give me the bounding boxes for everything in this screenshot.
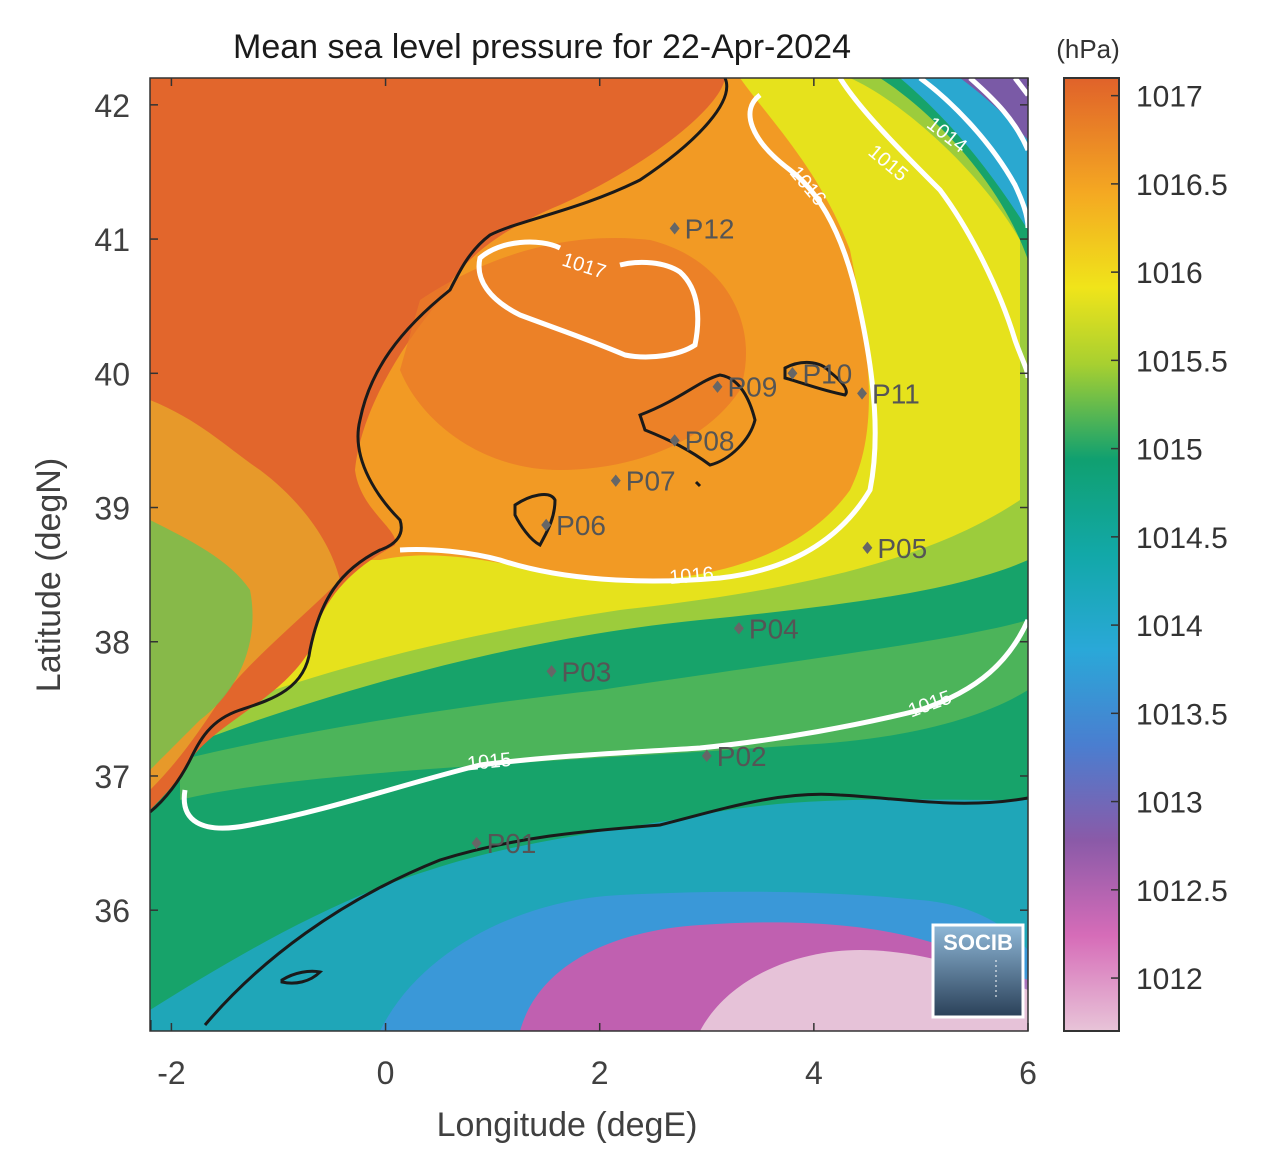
station-marker: [862, 541, 873, 554]
station-marker: [733, 622, 744, 635]
colorbar-tick-label: 1014.5: [1136, 522, 1228, 555]
colorbar-tick-label: 1012.5: [1136, 875, 1228, 908]
station-marker: [701, 749, 712, 763]
contours: [181, 78, 1028, 831]
station-marker: [712, 380, 723, 393]
x-tick-label: 6: [1019, 1055, 1037, 1091]
colorbar-tick-label: 1013.5: [1136, 698, 1228, 731]
field-land-low: [150, 520, 253, 770]
colorbar-tick-label: 1012: [1136, 963, 1203, 996]
colorbar-tick-label: 1013: [1136, 787, 1203, 820]
colorbar-ticks: 1017 1016.5 1016 1015.5 1015 1014.5 1014 1013.5…: [1111, 81, 1228, 996]
coastline-cabrera: [694, 480, 702, 488]
x-tick-label: -2: [157, 1055, 185, 1091]
station-marker: [857, 387, 867, 400]
station-marker: [471, 836, 482, 850]
y-tick-label: 42: [94, 88, 130, 124]
station-p12: P12: [669, 213, 735, 244]
socib-logo: SOCIB: [931, 923, 1025, 1019]
contour-1016: [399, 93, 878, 584]
field-1017: [400, 238, 746, 470]
station-p11: P11: [857, 378, 920, 409]
station-p09: P09: [712, 372, 777, 403]
station-label: P05: [877, 533, 927, 564]
coastline-mallorca: [638, 373, 757, 467]
station-p03: P03: [546, 656, 612, 687]
station-p04: P04: [733, 613, 799, 644]
station-label: P02: [717, 741, 767, 772]
y-tick-label: 40: [94, 356, 130, 392]
colorbar: [1063, 77, 1120, 1032]
x-tick-label: 0: [377, 1055, 395, 1091]
field-ne-1013: [960, 78, 1028, 140]
colorbar-tick-label: 1014: [1136, 610, 1203, 643]
coastline-alboran: [280, 969, 324, 985]
colorbar-tick-label: 1017: [1136, 81, 1203, 114]
x-tick-label: 2: [591, 1055, 609, 1091]
y-tick-label: 36: [94, 893, 130, 929]
y-axis-label: Latitude (degN): [30, 458, 68, 692]
station-p01: P01: [471, 828, 537, 859]
contour-1013-5: [968, 78, 1028, 151]
contour-label: 1016: [668, 563, 714, 589]
contour-1014: [918, 78, 1028, 229]
colorbar-tick-label: 1015: [1136, 434, 1203, 467]
contour-1013: [1013, 78, 1028, 97]
coastline-africa: [150, 792, 1028, 1031]
y-tick-label: 41: [94, 222, 130, 258]
station-label: P06: [556, 510, 606, 541]
station-label: P08: [685, 425, 735, 456]
y-tick-label: 38: [94, 625, 130, 661]
contour-label: 1015: [466, 749, 513, 776]
station-p07: P07: [610, 466, 676, 497]
contour-1017: [476, 239, 701, 360]
station-label: P09: [727, 372, 777, 403]
station-label: P11: [872, 378, 920, 409]
station-label: P07: [626, 466, 676, 497]
station-marker: [669, 222, 680, 235]
field-1015-2: [180, 620, 1028, 800]
field-land-high: [150, 78, 725, 810]
station-label: P12: [685, 213, 735, 244]
x-axis: -2 0 2 4 6: [157, 78, 1037, 1091]
colorbar-tick-label: 1015.5: [1136, 345, 1228, 378]
contour-1015-north: [837, 78, 1028, 379]
y-tick-label: 39: [94, 491, 130, 527]
station-p05: P05: [862, 533, 927, 564]
logo-text: SOCIB: [943, 930, 1013, 955]
station-label: P01: [487, 828, 537, 859]
chart-title: Mean sea level pressure for 22-Apr-2024: [233, 28, 851, 66]
station-p02: P02: [701, 741, 767, 772]
station-label: P04: [749, 613, 799, 644]
colorbar-unit: (hPa): [1056, 34, 1120, 64]
station-marker: [669, 434, 680, 447]
field-ne-1014: [900, 78, 1028, 230]
station-marker: [546, 665, 557, 678]
y-axis: 42 41 40 39 38 37 36: [94, 88, 1028, 929]
x-tick-label: 4: [805, 1055, 823, 1091]
station-marker: [610, 474, 621, 487]
coastlines: [150, 78, 1028, 1031]
station-p08: P08: [669, 425, 735, 456]
y-tick-label: 37: [94, 759, 130, 795]
station-marker: [787, 367, 798, 380]
station-marker: [541, 518, 552, 532]
station-label: P03: [562, 656, 612, 687]
station-label: P10: [802, 358, 852, 389]
coastline-menorca: [783, 361, 848, 397]
station-p10: P10: [787, 358, 852, 389]
colorbar-tick-label: 1016: [1136, 257, 1203, 290]
stations: P01 P02 P03 P04 P05 P06 P07 P08 P09 P10 P11 P12: [471, 213, 927, 859]
coastline-spain: [150, 78, 729, 814]
colorbar-tick-label: 1016.5: [1136, 169, 1228, 202]
map-frame: [149, 77, 1029, 1032]
station-p06: P06: [541, 510, 606, 541]
pressure-map: 1017 1016 1016 1015 1015 1015 1014 P01P0…: [150, 78, 1028, 1031]
x-axis-label: Longitude (degE): [437, 1106, 698, 1144]
coastline-ibiza: [513, 493, 557, 548]
contour-1015-south: [181, 618, 1028, 831]
